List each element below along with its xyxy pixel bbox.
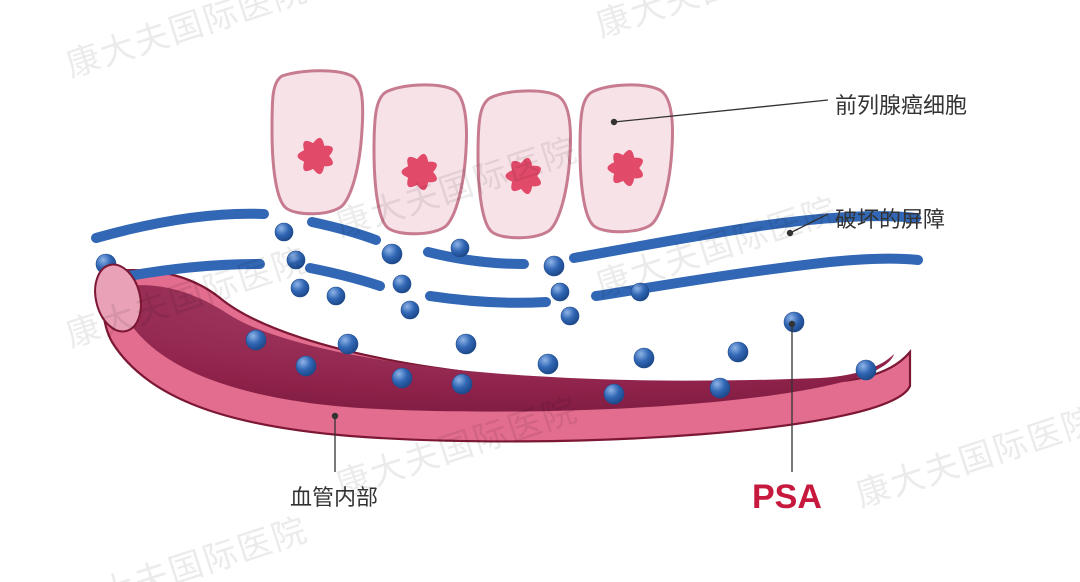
cancer-cells-row — [272, 71, 673, 238]
barrier-segment — [430, 296, 546, 303]
label-vessel-interior: 血管内部 — [290, 480, 378, 512]
barrier-segment — [118, 264, 260, 278]
cancer-cell — [580, 85, 673, 232]
cancer-cell — [478, 91, 571, 238]
psa-particle — [452, 374, 472, 394]
leader-dot — [611, 119, 617, 125]
psa-particle — [275, 223, 293, 241]
psa-particle — [856, 360, 876, 380]
barrier-segment — [428, 252, 524, 264]
diagram-stage: 康大夫国际医院康大夫国际医院康大夫国际医院康大夫国际医院康大夫国际医院康大夫国际… — [0, 0, 1080, 582]
barrier-segment — [96, 214, 264, 238]
psa-particle — [401, 301, 419, 319]
psa-particle — [296, 356, 316, 376]
psa-particle — [246, 330, 266, 350]
leader-dot — [787, 230, 793, 236]
psa-particle — [451, 239, 469, 257]
barrier-segment — [310, 268, 380, 286]
psa-particle — [710, 378, 730, 398]
psa-particle — [291, 279, 309, 297]
psa-particle — [456, 334, 476, 354]
blood-vessel — [103, 270, 910, 441]
cancer-cell — [272, 71, 363, 214]
label-psa: PSA — [752, 478, 822, 517]
psa-particle — [728, 342, 748, 362]
cancer-cell — [374, 85, 467, 234]
psa-particle — [393, 275, 411, 293]
label-broken-barrier: 破坏的屏障 — [835, 202, 945, 234]
psa-particle — [604, 384, 624, 404]
leader-dot — [789, 321, 795, 327]
psa-particle — [287, 251, 305, 269]
psa-particle — [538, 354, 558, 374]
psa-particle — [551, 283, 569, 301]
psa-particle — [631, 283, 649, 301]
leader-dot — [332, 413, 338, 419]
psa-particle — [544, 256, 564, 276]
psa-particle — [338, 334, 358, 354]
barrier-segment — [312, 222, 376, 240]
label-cancer-cell: 前列腺癌细胞 — [835, 88, 967, 120]
psa-particle — [561, 307, 579, 325]
psa-particle — [382, 244, 402, 264]
psa-particle — [327, 287, 345, 305]
psa-particle — [634, 348, 654, 368]
psa-particle — [392, 368, 412, 388]
